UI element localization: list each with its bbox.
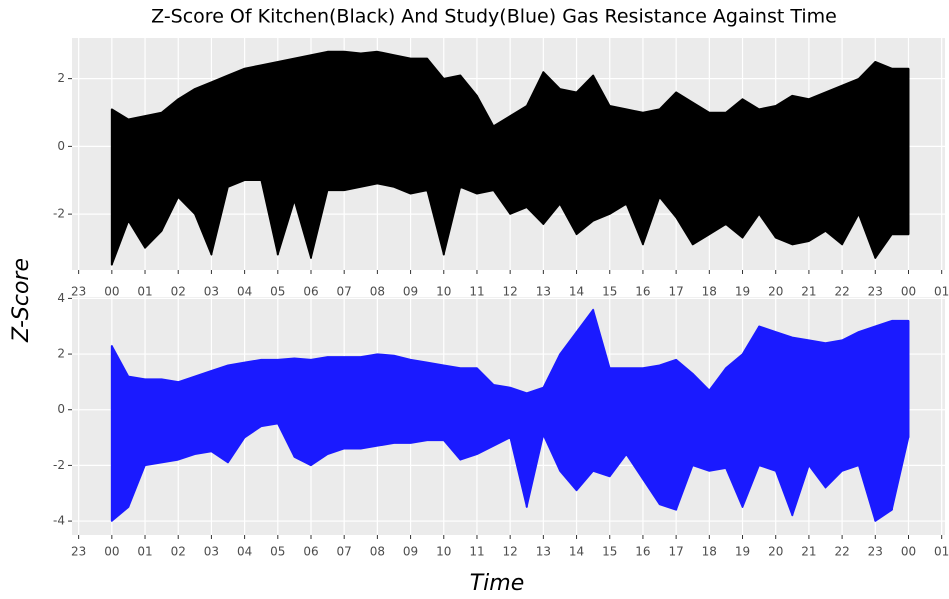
x-tick-label: 12 bbox=[503, 285, 518, 299]
y-tick-label: 0 bbox=[57, 402, 65, 416]
x-tick-label: 23 bbox=[868, 285, 883, 299]
x-tick-label: 14 bbox=[569, 545, 584, 559]
y-tick-label: 2 bbox=[57, 347, 65, 361]
x-tick-label: 20 bbox=[768, 545, 783, 559]
x-tick-label: 14 bbox=[569, 285, 584, 299]
y-tick-label: 0 bbox=[57, 139, 65, 153]
x-tick-label: 02 bbox=[171, 545, 186, 559]
x-tick-label: 08 bbox=[370, 285, 385, 299]
x-tick-label: 08 bbox=[370, 545, 385, 559]
x-tick-label: 22 bbox=[834, 285, 849, 299]
x-tick-label: 17 bbox=[668, 285, 683, 299]
x-tick-label: 01 bbox=[137, 545, 152, 559]
y-tick-label: 4 bbox=[57, 291, 65, 305]
x-tick-label: 13 bbox=[536, 545, 551, 559]
x-tick-label: 16 bbox=[635, 545, 650, 559]
x-tick-label: 11 bbox=[469, 545, 484, 559]
y-tick-label: -2 bbox=[53, 458, 65, 472]
y-tick-label: -4 bbox=[53, 514, 65, 528]
x-tick-label: 19 bbox=[735, 285, 750, 299]
x-tick-label: 10 bbox=[436, 285, 451, 299]
x-tick-label: 00 bbox=[901, 545, 916, 559]
x-tick-label: 02 bbox=[171, 285, 186, 299]
x-tick-label: 03 bbox=[204, 545, 219, 559]
x-tick-label: 09 bbox=[403, 545, 418, 559]
x-tick-label: 21 bbox=[801, 285, 816, 299]
x-tick-label: 21 bbox=[801, 545, 816, 559]
x-tick-label: 04 bbox=[237, 545, 252, 559]
x-tick-label: 00 bbox=[901, 285, 916, 299]
x-tick-label: 23 bbox=[71, 285, 86, 299]
x-tick-label: 07 bbox=[337, 545, 352, 559]
x-tick-label: 01 bbox=[934, 285, 949, 299]
x-tick-label: 16 bbox=[635, 285, 650, 299]
x-tick-label: 01 bbox=[137, 285, 152, 299]
x-tick-label: 05 bbox=[270, 545, 285, 559]
x-tick-label: 19 bbox=[735, 545, 750, 559]
x-tick-label: 00 bbox=[104, 545, 119, 559]
x-tick-label: 17 bbox=[668, 545, 683, 559]
x-tick-label: 12 bbox=[503, 545, 518, 559]
x-tick-label: 22 bbox=[834, 545, 849, 559]
x-tick-label: 06 bbox=[303, 545, 318, 559]
x-tick-label: 18 bbox=[702, 285, 717, 299]
x-tick-label: 09 bbox=[403, 285, 418, 299]
x-tick-label: 18 bbox=[702, 545, 717, 559]
y-tick-label: 2 bbox=[57, 71, 65, 85]
x-tick-label: 00 bbox=[104, 285, 119, 299]
x-tick-label: 05 bbox=[270, 285, 285, 299]
x-tick-label: 13 bbox=[536, 285, 551, 299]
y-axis-title: Z-Score bbox=[9, 258, 34, 343]
x-tick-label: 23 bbox=[868, 545, 883, 559]
x-tick-label: 15 bbox=[602, 285, 617, 299]
y-tick-label: -2 bbox=[53, 207, 65, 221]
x-tick-label: 07 bbox=[337, 285, 352, 299]
x-tick-label: 11 bbox=[469, 285, 484, 299]
x-tick-label: 23 bbox=[71, 545, 86, 559]
x-tick-label: 01 bbox=[934, 545, 949, 559]
x-tick-label: 10 bbox=[436, 545, 451, 559]
x-tick-label: 04 bbox=[237, 285, 252, 299]
x-axis-title: Time bbox=[470, 571, 525, 596]
x-tick-label: 20 bbox=[768, 285, 783, 299]
x-tick-label: 15 bbox=[602, 545, 617, 559]
x-tick-label: 06 bbox=[303, 285, 318, 299]
x-tick-label: 03 bbox=[204, 285, 219, 299]
chart-title: Z-Score Of Kitchen(Black) And Study(Blue… bbox=[151, 6, 837, 28]
